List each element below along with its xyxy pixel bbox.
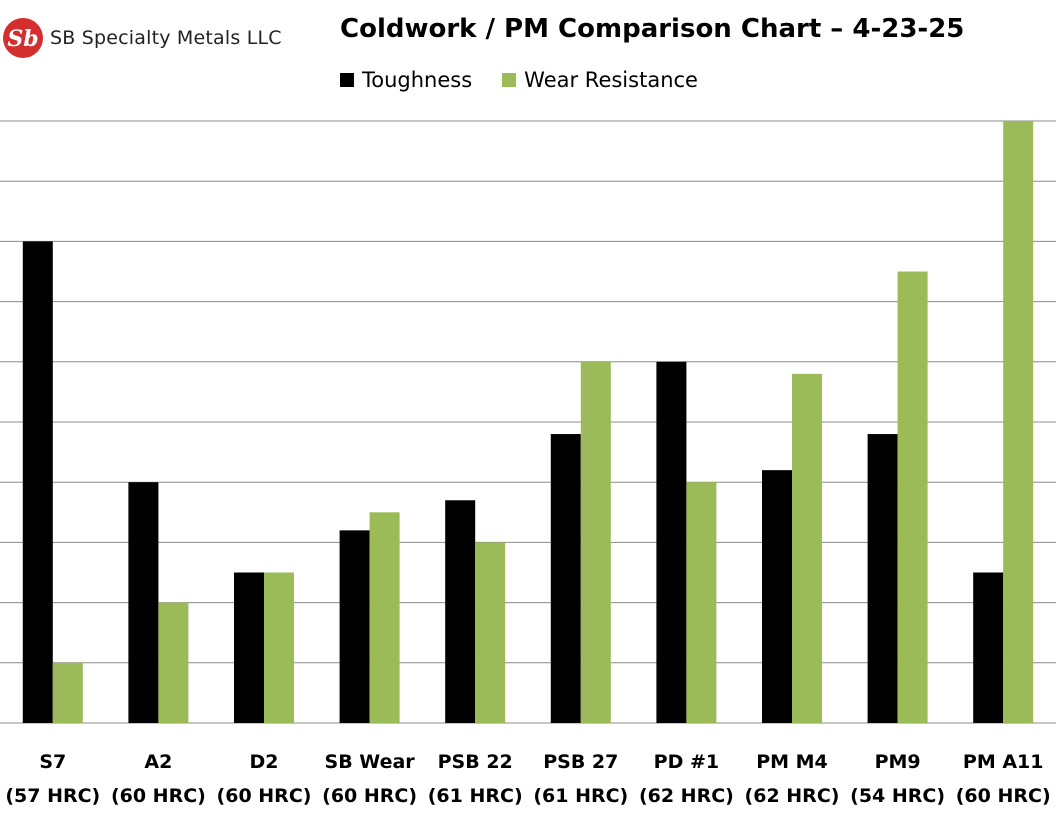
bar-wear-resistance-4 [475, 542, 506, 723]
brand-logo: Sb SB Specialty Metals LLC [0, 16, 282, 60]
legend-item-toughness: Toughness [340, 68, 472, 92]
legend-label-wear-resistance: Wear Resistance [524, 68, 698, 92]
svg-text:Sb: Sb [7, 26, 38, 52]
x-tick-label-name-7: PM M4 [756, 751, 828, 773]
bar-wear-resistance-9 [1003, 121, 1034, 723]
bar-toughness-1 [128, 482, 159, 723]
bar-wear-resistance-2 [264, 572, 294, 723]
bar-wear-resistance-8 [897, 271, 928, 723]
legend-swatch-toughness [340, 73, 354, 87]
x-tick-label-name-1: A2 [144, 751, 172, 773]
bar-wear-resistance-1 [158, 602, 189, 723]
bar-wear-resistance-5 [580, 361, 611, 723]
brand-name: SB Specialty Metals LLC [50, 27, 282, 49]
bar-toughness-0 [22, 241, 53, 723]
x-tick-label-hardness-5: (61 HRC) [533, 785, 628, 807]
x-tick-label-hardness-3: (60 HRC) [322, 785, 417, 807]
bar-toughness-3 [339, 530, 370, 723]
legend-swatch-wear-resistance [502, 73, 517, 87]
bar-toughness-9 [973, 572, 1004, 723]
x-tick-label-hardness-0: (57 HRC) [5, 785, 100, 807]
bar-wear-resistance-3 [369, 512, 400, 723]
chart-title: Coldwork / PM Comparison Chart – 4-23-25 [340, 14, 965, 44]
x-tick-label-name-0: S7 [39, 751, 66, 773]
bar-wear-resistance-7 [792, 373, 822, 723]
chart-legend: Toughness Wear Resistance [340, 68, 728, 92]
bar-toughness-2 [234, 572, 264, 723]
bar-toughness-5 [550, 434, 581, 723]
x-tick-label-hardness-2: (60 HRC) [217, 785, 312, 807]
bar-toughness-4 [445, 500, 476, 723]
x-tick-label-hardness-6: (62 HRC) [639, 785, 734, 807]
x-tick-label-hardness-4: (61 HRC) [428, 785, 523, 807]
x-tick-label-hardness-8: (54 HRC) [850, 785, 945, 807]
bar-toughness-6 [656, 361, 687, 723]
x-tick-label-name-2: D2 [250, 751, 279, 773]
x-tick-label-name-8: PM9 [875, 751, 921, 773]
x-tick-label-hardness-9: (60 HRC) [956, 785, 1051, 807]
x-tick-label-hardness-1: (60 HRC) [111, 785, 206, 807]
sb-logo-icon: Sb [3, 18, 43, 58]
x-tick-label-name-5: PSB 27 [543, 751, 618, 773]
x-tick-label-name-9: PM A11 [963, 751, 1044, 773]
x-tick-label-name-6: PD #1 [654, 751, 719, 773]
x-tick-label-name-3: SB Wear [325, 751, 416, 773]
x-tick-label-name-4: PSB 22 [438, 751, 513, 773]
x-tick-label-hardness-7: (62 HRC) [745, 785, 840, 807]
legend-label-toughness: Toughness [362, 68, 473, 92]
bar-wear-resistance-6 [686, 482, 717, 723]
legend-item-wear-resistance: Wear Resistance [502, 68, 698, 92]
bar-wear-resistance-0 [52, 662, 83, 723]
bar-toughness-7 [762, 470, 792, 723]
bar-toughness-8 [867, 434, 898, 723]
